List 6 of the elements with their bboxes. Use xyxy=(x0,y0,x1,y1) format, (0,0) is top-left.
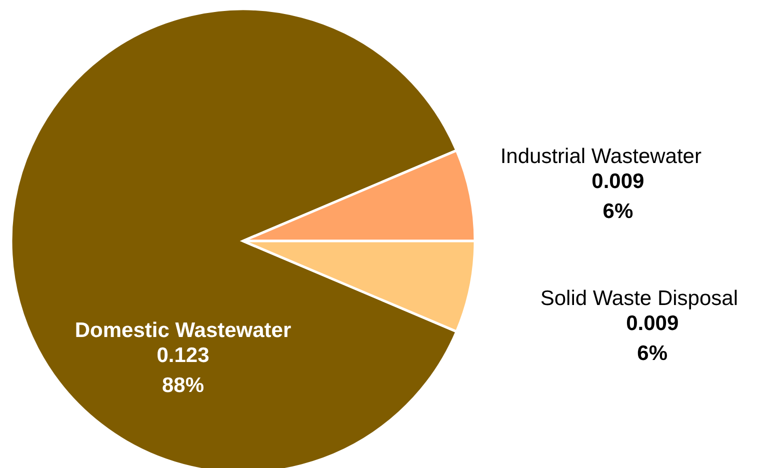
data-label: 0.009 6% xyxy=(592,170,644,223)
slice-label: Industrial Wastewater xyxy=(500,144,702,168)
slice-label: Domestic Wastewater xyxy=(74,319,292,342)
data-label: 0.009 6% xyxy=(626,312,679,366)
data-label: 0.123 88% xyxy=(156,344,210,397)
slice-label: Solid Waste Disposal xyxy=(540,287,738,310)
